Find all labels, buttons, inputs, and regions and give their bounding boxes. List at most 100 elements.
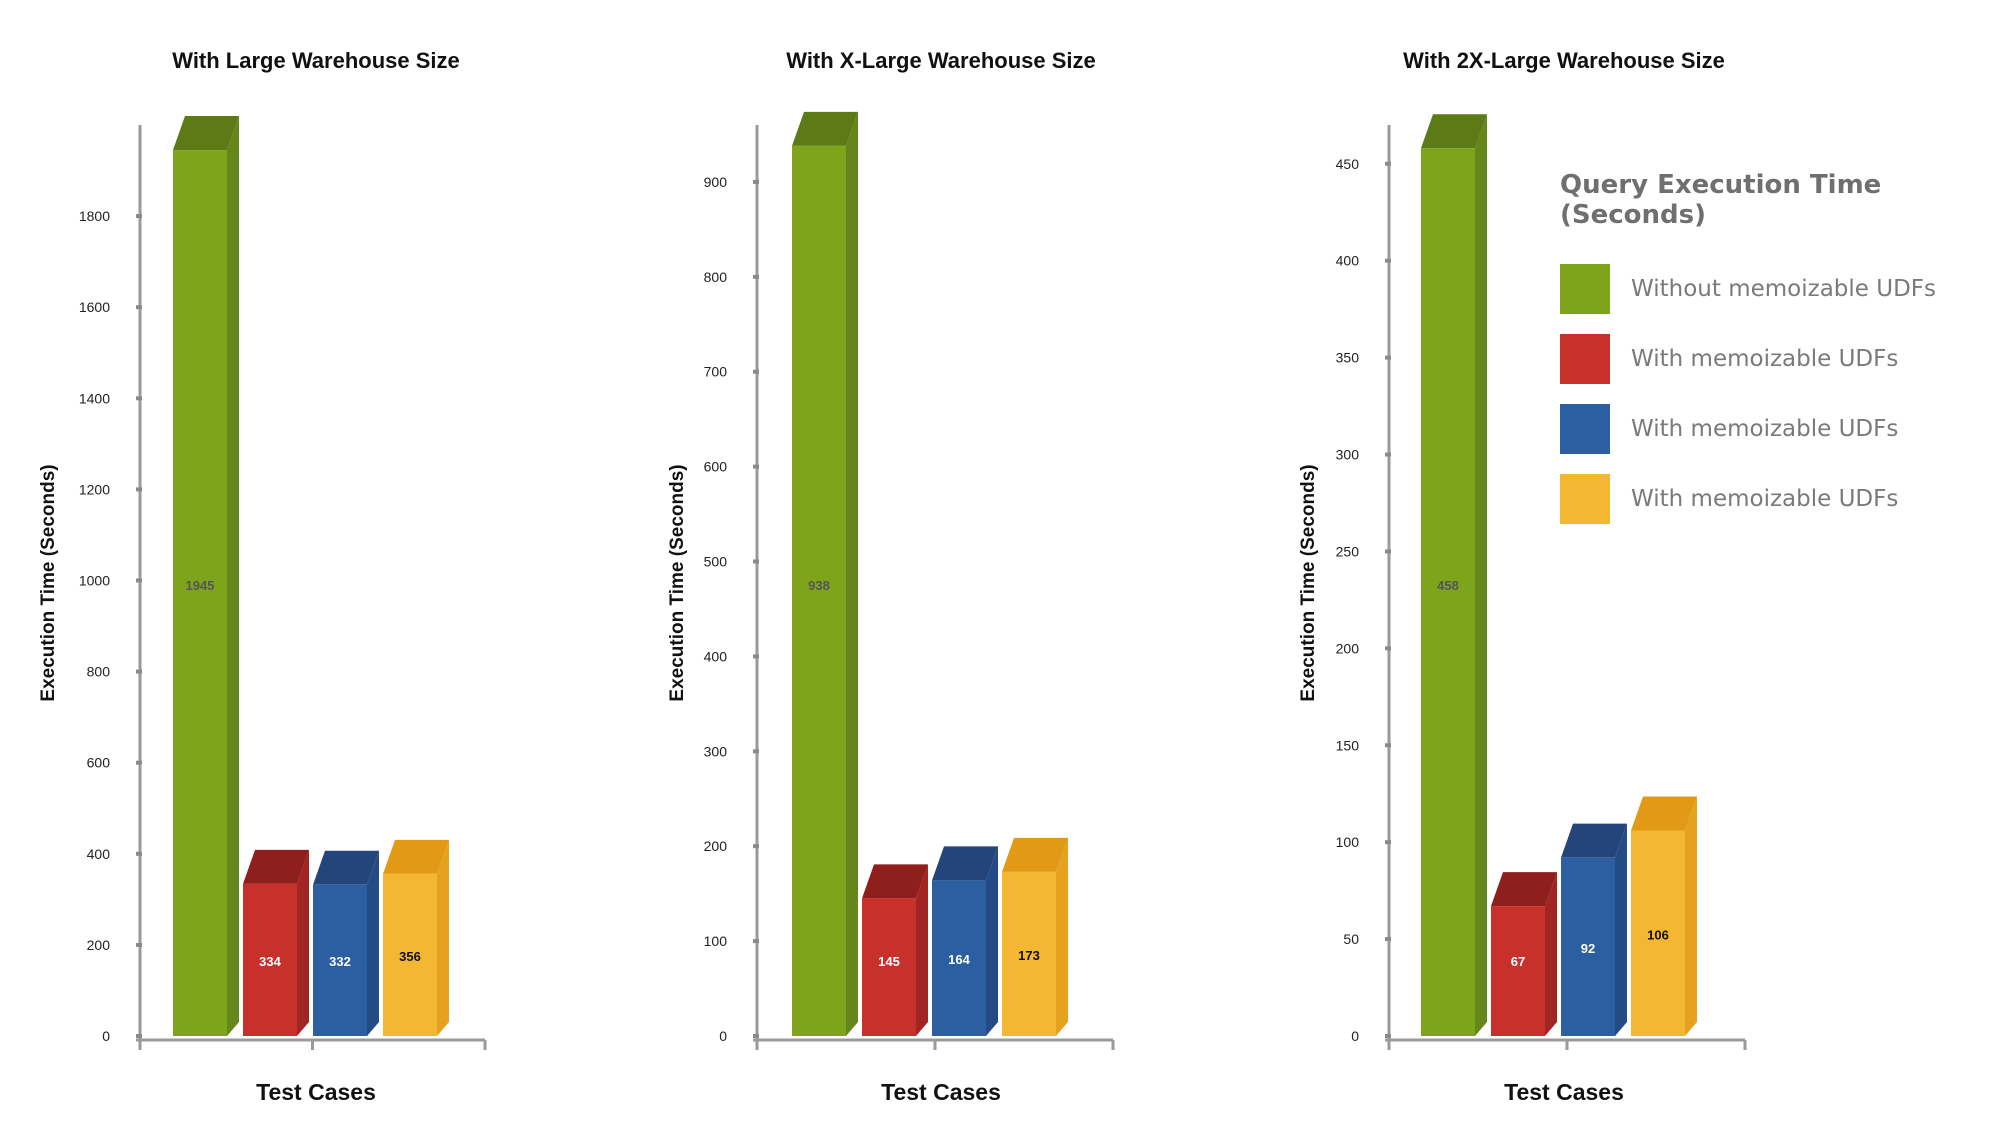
bar-value-label: 67 [1511, 954, 1525, 969]
chart-title: With X-Large Warehouse Size [786, 48, 1095, 73]
legend-item-without-memoizable: Without memoizable UDFs [1560, 264, 1980, 314]
chart-title: With Large Warehouse Size [172, 48, 459, 73]
bar-side [1685, 796, 1697, 1036]
bar-side [846, 111, 858, 1037]
bar-top [1561, 823, 1627, 858]
bar-top [173, 116, 239, 151]
bar-with-memoizable-yellow: 106 [1631, 796, 1697, 1036]
y-tick-label: 1000 [79, 573, 110, 589]
bar-top [932, 846, 998, 881]
bar-value-label: 145 [878, 954, 900, 969]
y-tick-label: 800 [87, 664, 111, 680]
bar-value-label: 334 [259, 954, 281, 969]
bar-front [313, 884, 367, 1036]
bar-front [243, 883, 297, 1036]
bar-top [383, 839, 449, 874]
bar-with-memoizable-red: 67 [1491, 872, 1557, 1036]
bar-value-label: 1945 [186, 578, 215, 593]
y-tick-label: 1200 [79, 481, 110, 497]
legend-item-with-memoizable-yellow: With memoizable UDFs [1560, 474, 1980, 524]
chart-1: With Large Warehouse Size 0 200 400 600 800 10… [38, 48, 487, 1105]
bar-front [792, 145, 846, 1037]
bar-front [1421, 148, 1475, 1036]
legend-label: Without memoizable UDFs [1631, 276, 1936, 302]
y-tick-label: 500 [704, 554, 728, 570]
bar-with-memoizable-blue: 92 [1561, 823, 1627, 1036]
legend-swatch-red [1560, 334, 1610, 384]
bar-front [1631, 830, 1685, 1036]
chart-title: With 2X-Large Warehouse Size [1403, 48, 1725, 73]
bar-value-label: 92 [1581, 941, 1595, 956]
bar-front [173, 150, 227, 1037]
bar-with-memoizable-blue: 332 [313, 850, 379, 1036]
legend-title: Query Execution Time (Seconds) [1560, 170, 1882, 230]
bar-front [1491, 906, 1545, 1036]
legend-item-with-memoizable-blue: With memoizable UDFs [1560, 404, 1980, 454]
legend-label: With memoizable UDFs [1631, 416, 1899, 442]
bar-with-memoizable-red: 145 [862, 864, 928, 1036]
y-axis-label: Execution Time (Seconds) [1298, 464, 1319, 701]
bar-side [297, 849, 309, 1036]
y-tick-label: 250 [1336, 543, 1360, 559]
bar-value-label: 356 [399, 949, 421, 964]
y-tick-label: 0 [719, 1028, 727, 1044]
bar-top [862, 864, 928, 899]
y-tick-label: 1600 [79, 299, 110, 315]
bar-top [243, 849, 309, 884]
legend: Query Execution Time (Seconds) Without m… [1560, 170, 1980, 544]
chart-2: With X-Large Warehouse Size 0 100 200 300 400… [667, 48, 1115, 1105]
y-tick-label: 350 [1336, 350, 1360, 366]
y-tick-label: 800 [704, 269, 728, 285]
bar-top [1421, 114, 1487, 149]
bar-side [227, 116, 239, 1037]
y-tick-label: 400 [1336, 253, 1360, 269]
y-tick-label: 300 [704, 743, 728, 759]
y-tick-label: 100 [1336, 834, 1360, 850]
bar-top [792, 111, 858, 146]
y-tick-label: 100 [704, 933, 728, 949]
bar-front [383, 873, 437, 1036]
bar-without-memoizable: 458 [1421, 114, 1487, 1036]
legend-label: With memoizable UDFs [1631, 486, 1899, 512]
bar-value-label: 938 [808, 578, 830, 593]
bar-with-memoizable-blue: 164 [932, 846, 998, 1036]
y-tick-label: 900 [704, 174, 728, 190]
y-axis-label: Execution Time (Seconds) [667, 464, 688, 701]
legend-swatch-green [1560, 264, 1610, 314]
bar-with-memoizable-yellow: 173 [1002, 837, 1068, 1036]
y-tick-label: 600 [704, 459, 728, 475]
bar-with-memoizable-yellow: 356 [383, 839, 449, 1036]
bar-with-memoizable-red: 334 [243, 849, 309, 1036]
y-tick-label: 1400 [79, 390, 110, 406]
bar-front [1561, 857, 1615, 1036]
y-tick-label: 0 [102, 1028, 110, 1044]
bar-side [437, 839, 449, 1036]
bar-front [932, 880, 986, 1036]
y-tick-label: 700 [704, 364, 728, 380]
bar-value-label: 164 [948, 952, 970, 967]
y-tick-label: 400 [704, 648, 728, 664]
chart-3: With 2X-Large Warehouse Size 0 50 100 150 200… [1298, 48, 1747, 1105]
bar-side [1545, 872, 1557, 1036]
x-axis-label: Test Cases [881, 1079, 1001, 1105]
bar-without-memoizable: 938 [792, 111, 858, 1037]
bar-front [862, 898, 916, 1036]
legend-item-with-memoizable-red: With memoizable UDFs [1560, 334, 1980, 384]
bar-top [1631, 796, 1697, 831]
bar-top [1002, 837, 1068, 872]
y-tick-label: 200 [704, 838, 728, 854]
bar-side [916, 864, 928, 1036]
bar-value-label: 106 [1647, 927, 1669, 942]
bar-side [1056, 837, 1068, 1036]
x-axis-label: Test Cases [256, 1079, 376, 1105]
y-tick-label: 400 [87, 846, 111, 862]
legend-swatch-yellow [1560, 474, 1610, 524]
y-tick-label: 200 [87, 937, 111, 953]
y-tick-label: 200 [1336, 640, 1360, 656]
bar-without-memoizable: 1945 [173, 116, 239, 1037]
y-tick-label: 600 [87, 755, 111, 771]
y-tick-label: 450 [1336, 156, 1360, 172]
y-tick-label: 0 [1351, 1028, 1359, 1044]
bar-top [313, 850, 379, 885]
